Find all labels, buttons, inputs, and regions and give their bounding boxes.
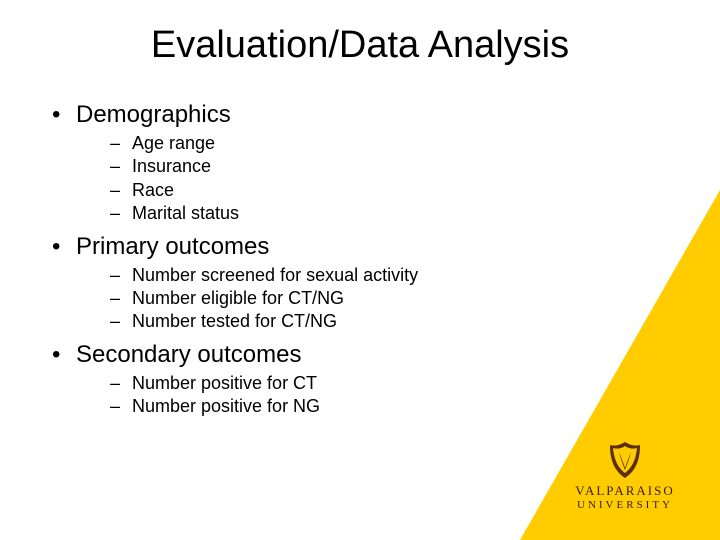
shield-icon: [607, 440, 643, 480]
sub-item: Number tested for CT/NG: [76, 310, 606, 333]
sub-item: Marital status: [76, 202, 606, 225]
university-logo: VALPARAISO UNIVERSITY: [560, 440, 690, 512]
bullet-label: Demographics: [76, 101, 231, 128]
bullet-label: Primary outcomes: [76, 233, 269, 260]
logo-name: VALPARAISO: [560, 484, 690, 499]
sub-list: Number positive for CT Number positive f…: [76, 372, 606, 419]
sub-item: Age range: [76, 132, 606, 155]
sub-item: Number positive for CT: [76, 372, 606, 395]
sub-item: Number screened for sexual activity: [76, 264, 606, 287]
bullet-item: Demographics Age range Insurance Race Ma…: [46, 100, 606, 226]
sub-item: Number eligible for CT/NG: [76, 287, 606, 310]
sub-item: Insurance: [76, 155, 606, 178]
logo-text: VALPARAISO UNIVERSITY: [560, 484, 690, 512]
slide-body: Demographics Age range Insurance Race Ma…: [46, 100, 606, 425]
sub-list: Age range Insurance Race Marital status: [76, 132, 606, 226]
slide-title: Evaluation/Data Analysis: [0, 24, 720, 67]
slide: Evaluation/Data Analysis Demographics Ag…: [0, 0, 720, 540]
bullet-list: Demographics Age range Insurance Race Ma…: [46, 100, 606, 419]
sub-item: Race: [76, 179, 606, 202]
sub-list: Number screened for sexual activity Numb…: [76, 264, 606, 334]
logo-subname: UNIVERSITY: [560, 499, 690, 512]
bullet-item: Primary outcomes Number screened for sex…: [46, 232, 606, 334]
bullet-label: Secondary outcomes: [76, 341, 301, 368]
sub-item: Number positive for NG: [76, 395, 606, 418]
bullet-item: Secondary outcomes Number positive for C…: [46, 340, 606, 419]
